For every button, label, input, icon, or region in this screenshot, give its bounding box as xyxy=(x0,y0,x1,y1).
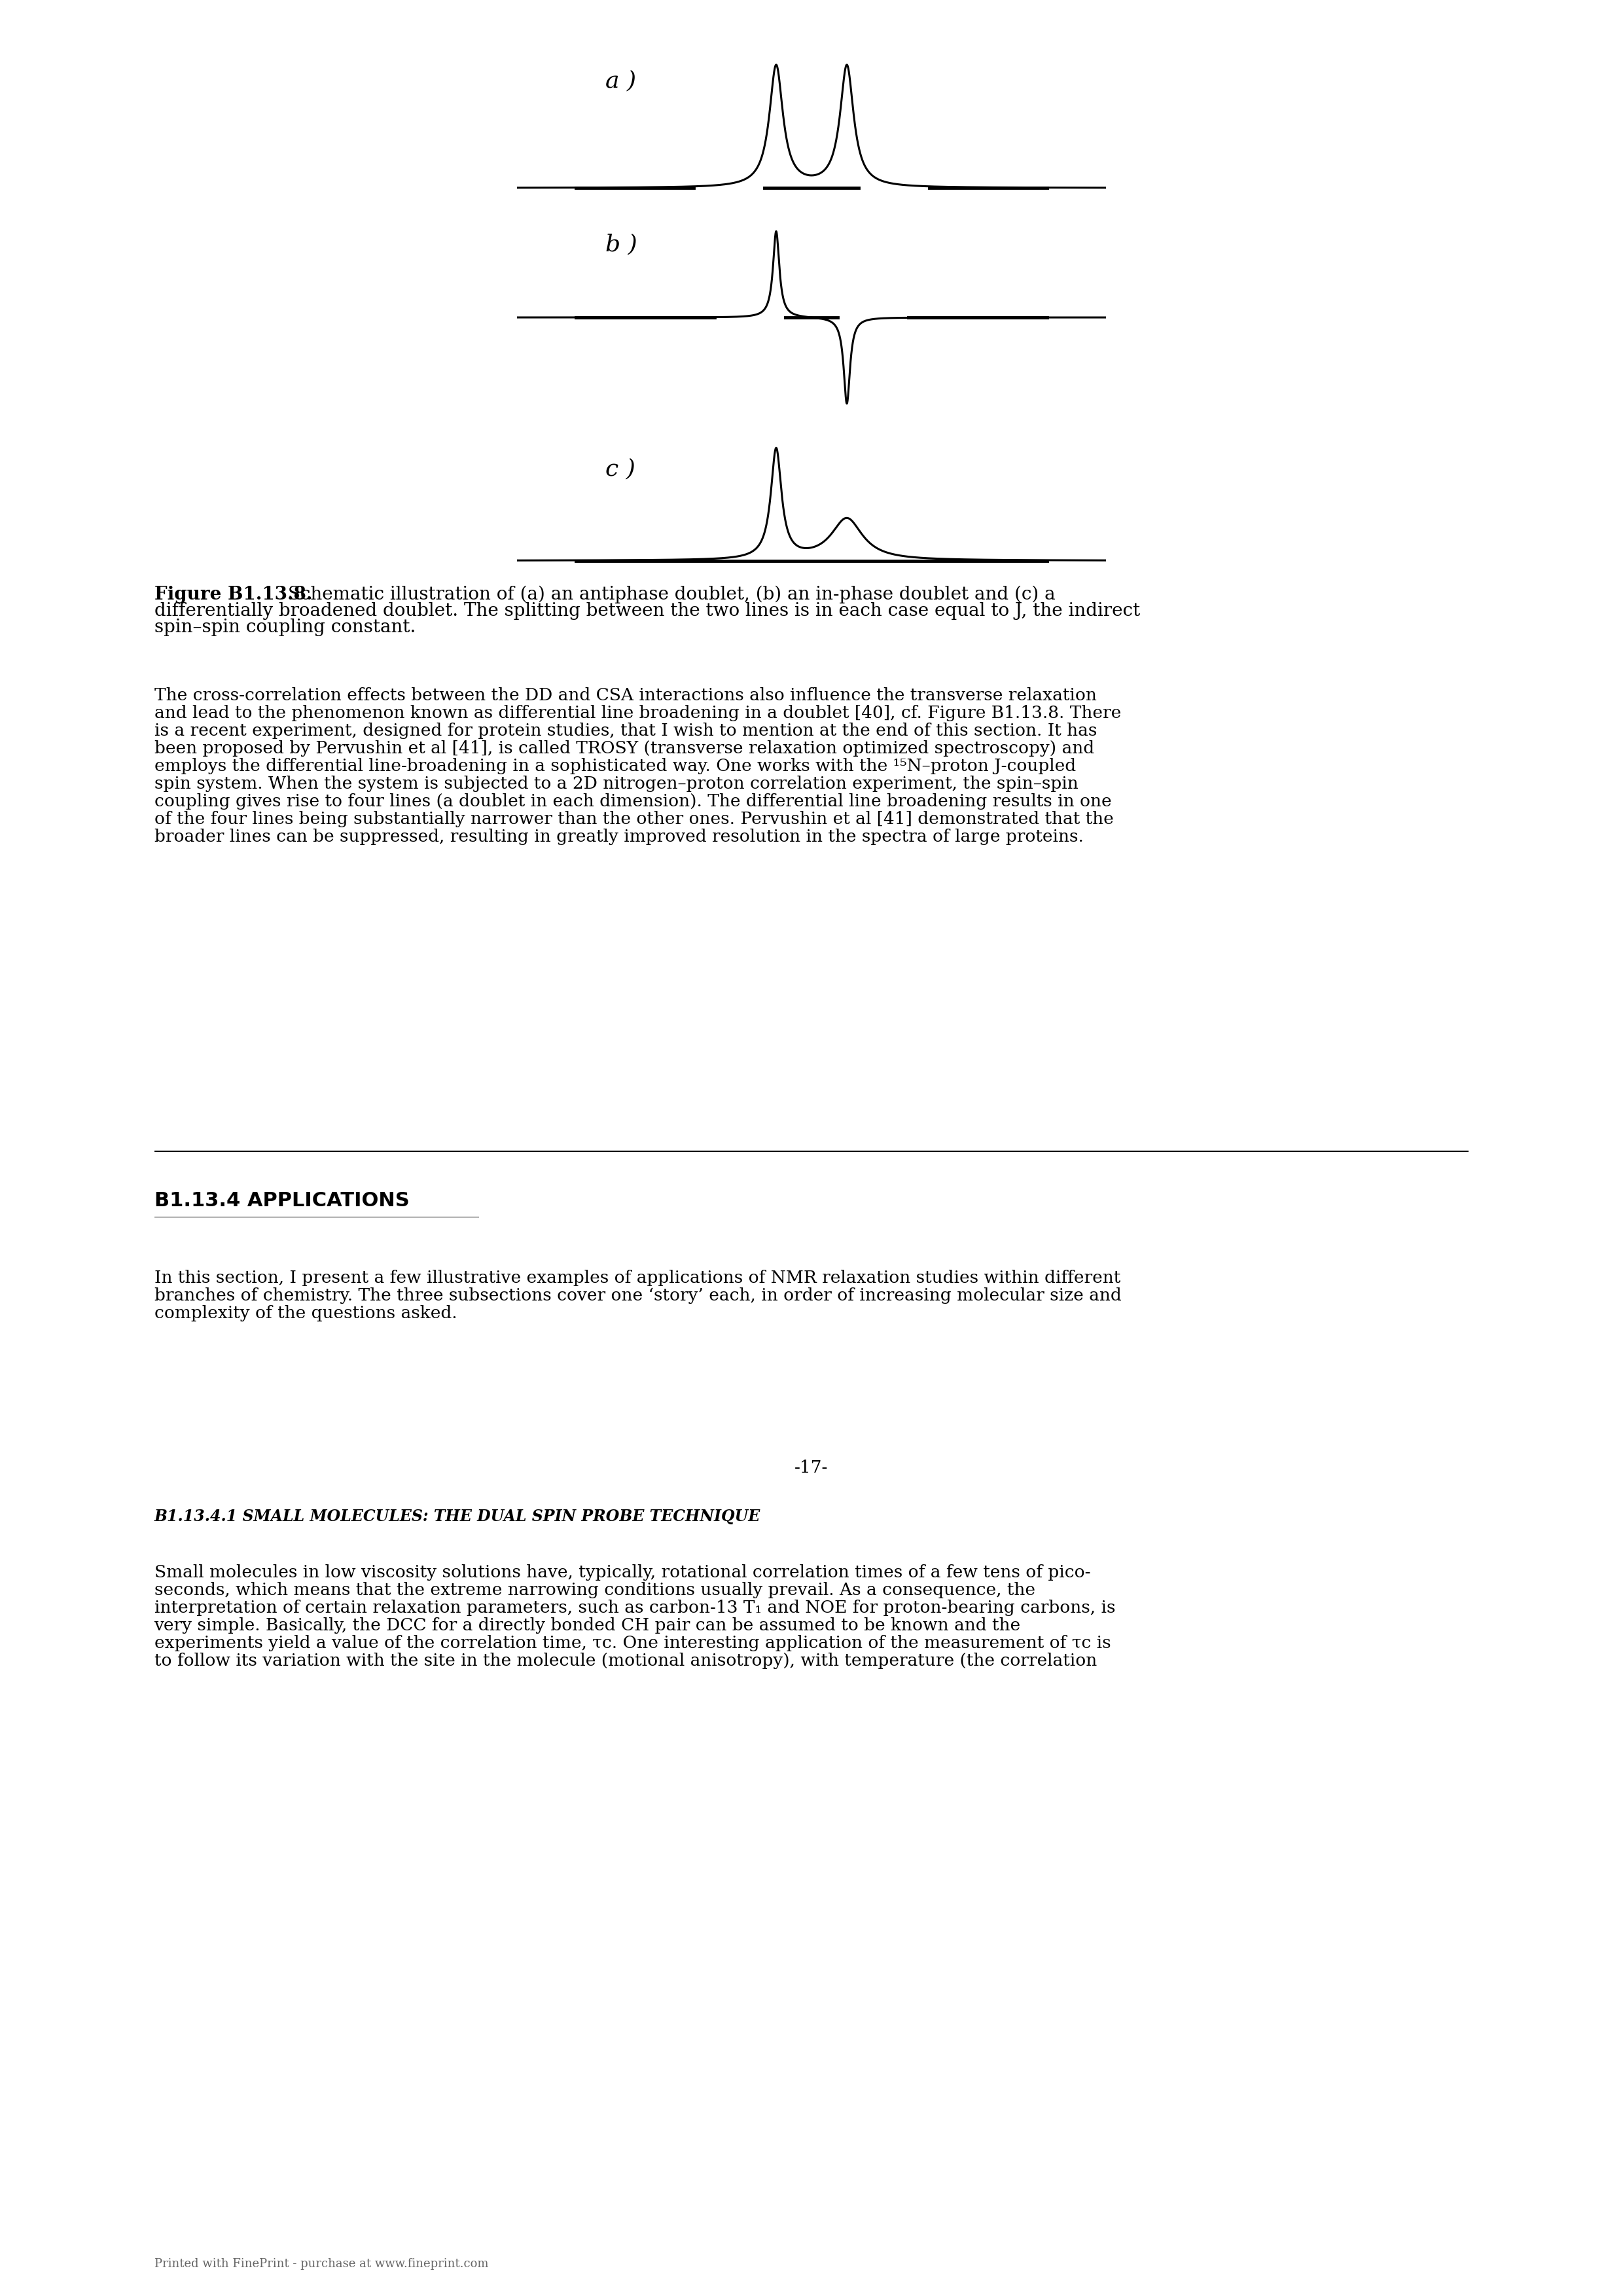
Text: In this section, I present a few illustrative examples of applications of NMR re: In this section, I present a few illustr… xyxy=(154,1270,1120,1286)
Text: branches of chemistry. The three subsections cover one ‘story’ each, in order of: branches of chemistry. The three subsect… xyxy=(154,1288,1121,1304)
Text: Printed with FinePrint - purchase at www.fineprint.com: Printed with FinePrint - purchase at www… xyxy=(154,2257,489,2271)
Text: coupling gives rise to four lines (a doublet in each dimension). The differentia: coupling gives rise to four lines (a dou… xyxy=(154,792,1112,810)
Text: differentially broadened doublet. The splitting between the two lines is in each: differentially broadened doublet. The sp… xyxy=(154,602,1139,620)
Text: The cross-correlation effects between the DD and CSA interactions also influence: The cross-correlation effects between th… xyxy=(154,687,1097,703)
Text: spin system. When the system is subjected to a 2D nitrogen–proton correlation ex: spin system. When the system is subjecte… xyxy=(154,776,1078,792)
Text: seconds, which means that the extreme narrowing conditions usually prevail. As a: seconds, which means that the extreme na… xyxy=(154,1582,1035,1598)
Text: B1.13.4 APPLICATIONS: B1.13.4 APPLICATIONS xyxy=(154,1192,409,1210)
Text: a ): a ) xyxy=(605,69,636,92)
Text: been proposed by Pervushin et al [41], is called TROSY (transverse relaxation op: been proposed by Pervushin et al [41], i… xyxy=(154,739,1094,758)
Text: Small molecules in low viscosity solutions have, typically, rotational correlati: Small molecules in low viscosity solutio… xyxy=(154,1564,1091,1580)
Text: Figure B1.13.8.: Figure B1.13.8. xyxy=(154,585,312,604)
Text: Schematic illustration of (a) an antiphase doublet, (b) an in-phase doublet and : Schematic illustration of (a) an antipha… xyxy=(282,585,1055,604)
Text: employs the differential line-broadening in a sophisticated way. One works with : employs the differential line-broadening… xyxy=(154,758,1076,774)
Text: to follow its variation with the site in the molecule (motional anisotropy), wit: to follow its variation with the site in… xyxy=(154,1653,1097,1669)
Text: -17-: -17- xyxy=(795,1460,828,1476)
Text: spin–spin coupling constant.: spin–spin coupling constant. xyxy=(154,618,415,636)
Text: experiments yield a value of the correlation time, τc. One interesting applicati: experiments yield a value of the correla… xyxy=(154,1635,1110,1651)
Text: is a recent experiment, designed for protein studies, that I wish to mention at : is a recent experiment, designed for pro… xyxy=(154,723,1097,739)
Text: and lead to the phenomenon known as differential line broadening in a doublet [4: and lead to the phenomenon known as diff… xyxy=(154,705,1121,721)
Text: broader lines can be suppressed, resulting in greatly improved resolution in the: broader lines can be suppressed, resulti… xyxy=(154,829,1084,845)
Text: very simple. Basically, the DCC for a directly bonded CH pair can be assumed to : very simple. Basically, the DCC for a di… xyxy=(154,1616,1021,1635)
Text: b ): b ) xyxy=(605,234,638,255)
Text: complexity of the questions asked.: complexity of the questions asked. xyxy=(154,1304,458,1322)
Text: B1.13.4.1 SMALL MOLECULES: THE DUAL SPIN PROBE TECHNIQUE: B1.13.4.1 SMALL MOLECULES: THE DUAL SPIN… xyxy=(154,1508,760,1525)
Text: c ): c ) xyxy=(605,457,635,480)
Text: of the four lines being substantially narrower than the other ones. Pervushin et: of the four lines being substantially na… xyxy=(154,810,1113,827)
Text: interpretation of certain relaxation parameters, such as carbon-13 T₁ and NOE fo: interpretation of certain relaxation par… xyxy=(154,1600,1115,1616)
